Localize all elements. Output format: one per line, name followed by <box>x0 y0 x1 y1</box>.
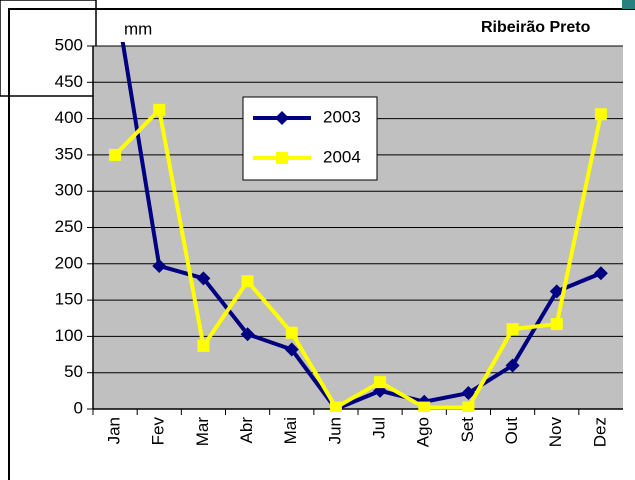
series-group <box>109 42 608 412</box>
marker <box>197 339 210 352</box>
marker <box>418 401 431 412</box>
legend-marker <box>275 111 289 125</box>
x-tick-label: Dez <box>590 417 609 447</box>
marker <box>374 376 387 389</box>
legend-marker <box>276 152 288 164</box>
y-tick-label: 200 <box>55 253 83 272</box>
x-tick-label: Set <box>458 417 477 443</box>
x-tick-label: Mai <box>281 417 300 444</box>
series-line <box>120 42 602 411</box>
series-line <box>113 107 603 410</box>
marker <box>152 258 167 273</box>
y-tick-label: 400 <box>55 108 83 127</box>
marker <box>505 358 520 373</box>
marker <box>284 342 299 357</box>
marker <box>329 401 342 412</box>
marker <box>240 327 255 342</box>
x-tick-label: Fev <box>149 417 168 446</box>
marker <box>594 108 607 121</box>
x-tick-label: Ago <box>414 417 433 447</box>
y-tick-label: 0 <box>74 398 83 417</box>
x-tick-label: Nov <box>546 417 565 448</box>
x-tick-label: Jan <box>105 417 124 444</box>
legend-label: 2004 <box>323 147 361 166</box>
y-tick-label: 450 <box>55 72 83 91</box>
chart-title: Ribeirão Preto <box>481 19 591 36</box>
marker <box>153 103 166 116</box>
marker <box>593 266 608 281</box>
legend-box <box>242 96 378 181</box>
marker <box>461 386 476 401</box>
y-tick-label: 250 <box>55 217 83 236</box>
x-tick-label: Abr <box>237 417 256 444</box>
marker <box>241 275 254 288</box>
y-tick-label: 350 <box>55 144 83 163</box>
x-tick-label: Jul <box>370 417 389 439</box>
marker <box>506 323 519 336</box>
y-tick-label: 100 <box>55 326 83 345</box>
marker <box>550 318 563 331</box>
marker <box>196 271 211 286</box>
corner-tab <box>622 0 635 9</box>
marker <box>285 326 298 339</box>
marker <box>109 148 122 161</box>
marker <box>462 401 475 412</box>
y-tick-label: 150 <box>55 290 83 309</box>
chart-frame <box>8 8 635 480</box>
y-tick-label: 300 <box>55 181 83 200</box>
legend-label: 2003 <box>323 107 361 126</box>
x-tick-label: Mar <box>193 417 212 447</box>
y-tick-label: 50 <box>64 362 83 381</box>
x-tick-label: Out <box>502 417 521 445</box>
x-tick-label: Jun <box>325 417 344 444</box>
y-axis-label: mm <box>124 19 152 38</box>
marker <box>549 284 564 299</box>
y-tick-label: 500 <box>55 35 83 54</box>
